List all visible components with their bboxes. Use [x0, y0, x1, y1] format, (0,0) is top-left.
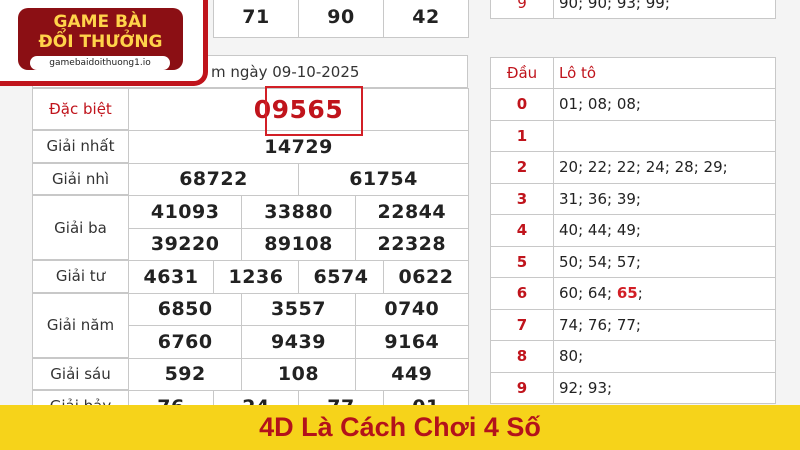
loto-head: 7: [490, 308, 554, 341]
prize-number: 0740: [354, 292, 469, 326]
loto-values: 92; 93;: [553, 371, 776, 404]
loto-text: 74; 76; 77;: [559, 315, 641, 334]
loto-head: 4: [490, 214, 554, 247]
loto-head: 8: [490, 340, 554, 373]
prize-number: 39220: [128, 227, 243, 261]
loto-values: 20; 22; 22; 24; 28; 29;: [553, 151, 776, 184]
loto-head: 6: [490, 277, 554, 310]
prize-number: 9164: [354, 325, 469, 359]
loto-head: 0: [490, 88, 554, 121]
loto-values: [553, 119, 776, 152]
loto-special: 65: [616, 284, 638, 303]
loto-head: 3: [490, 182, 554, 215]
prize-label: Giải năm: [32, 292, 129, 358]
prize-number: 41093: [128, 195, 243, 229]
loto-values: 50; 54; 57;: [553, 245, 776, 278]
loto-text: 31; 36; 39;: [559, 189, 641, 208]
highlight-box: [265, 86, 363, 136]
loto-head: 5: [490, 245, 554, 278]
loto-header: Đầu: [490, 57, 554, 89]
logo: GAME BÀI ĐỔI THƯỞNG gamebaidoithuong1.io: [0, 0, 208, 86]
loto-values: 40; 44; 49;: [553, 214, 776, 247]
logo-line1: GAME BÀI: [53, 12, 148, 32]
prize-number: 1236: [213, 260, 299, 294]
prize-number: 89108: [241, 227, 356, 261]
result-cell: 42: [383, 0, 469, 38]
prize-number: 6850: [128, 292, 243, 326]
prize-number: 6574: [298, 260, 384, 294]
loto-text: 40; 44; 49;: [559, 221, 641, 240]
prize-number: 3557: [241, 292, 356, 326]
loto-head: 2: [490, 151, 554, 184]
prize-number: 68722: [128, 162, 299, 196]
prize-label: Giải ba: [32, 195, 129, 260]
loto-text: 60; 64;: [559, 284, 617, 303]
prize-number: 449: [354, 357, 469, 391]
prize-number: 592: [128, 357, 243, 391]
loto-text: 20; 22; 22; 24; 28; 29;: [559, 158, 728, 177]
prize-label: Đặc biệt: [32, 88, 129, 130]
prize-label: Giải tư: [32, 260, 129, 293]
prize-number: 108: [241, 357, 356, 391]
prize-number: 9439: [241, 325, 356, 359]
loto-values: 01; 08; 08;: [553, 88, 776, 121]
prize-number: 4631: [128, 260, 214, 294]
result-cell: 71: [213, 0, 299, 38]
loto-text: 92; 93;: [559, 378, 613, 397]
loto-text: 80;: [559, 347, 584, 366]
prize-label: Giải sáu: [32, 357, 129, 390]
loto-head: 9: [490, 371, 554, 404]
loto-values: 31; 36; 39;: [553, 182, 776, 215]
loto-text: 01; 08; 08;: [559, 95, 641, 114]
logo-url: gamebaidoithuong1.io: [30, 56, 170, 70]
loto-text: 50; 54; 57;: [559, 252, 641, 271]
prize-label: Giải nhất: [32, 130, 129, 163]
loto-values: 74; 76; 77;: [553, 308, 776, 341]
loto-values: 80;: [553, 340, 776, 373]
prize-number: 22844: [354, 195, 469, 229]
prize-number: 61754: [298, 162, 469, 196]
loto-head: 9: [490, 0, 554, 19]
prize-number: 0622: [383, 260, 469, 294]
loto-header: Lô tô: [553, 57, 776, 89]
prize-number: 22328: [354, 227, 469, 261]
loto-values: 60; 64; 65;: [553, 277, 776, 310]
loto-values: 90; 90; 93; 99;: [553, 0, 776, 19]
prize-number: 33880: [241, 195, 356, 229]
prize-label: Giải nhì: [32, 162, 129, 195]
prize-number: 6760: [128, 325, 243, 359]
logo-line2: ĐỔI THƯỞNG: [38, 32, 163, 52]
banner: 4D Là Cách Chơi 4 Số: [0, 405, 800, 450]
result-cell: 90: [298, 0, 384, 38]
loto-head: 1: [490, 119, 554, 152]
loto-tail: ;: [637, 284, 643, 303]
